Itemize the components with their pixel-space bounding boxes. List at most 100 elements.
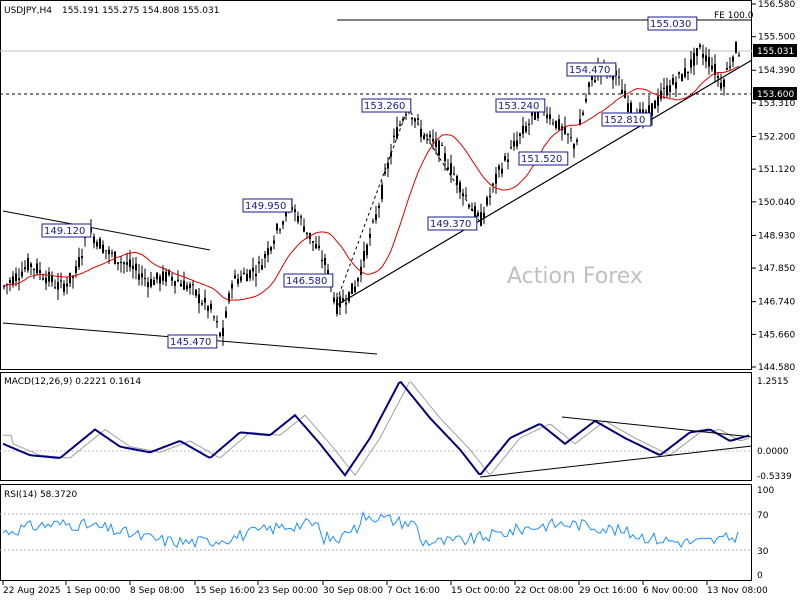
time-tick-label: 22 Aug 2025 [3, 586, 61, 596]
candle-body [198, 294, 200, 304]
candle-body [393, 135, 395, 137]
candle-body [573, 144, 575, 149]
candle-body [144, 277, 146, 279]
candle-body [405, 114, 407, 116]
time-tick-label: 30 Sep 08:00 [323, 586, 383, 596]
candle-body [282, 221, 284, 225]
candle-body [534, 107, 536, 120]
rsi-tick-100: 100 [757, 486, 774, 496]
candle-body [30, 263, 32, 267]
candle-body [348, 291, 350, 302]
candle-body [294, 209, 296, 213]
candle-body [15, 273, 17, 282]
candle-body [177, 279, 179, 282]
price-tick-label: 153.310 [758, 99, 795, 109]
candle-body [183, 280, 185, 290]
macd-upper-trendline [561, 416, 753, 438]
candle-body [546, 114, 548, 119]
candle-body [690, 59, 692, 68]
candle-body [492, 183, 494, 186]
price-annotation-box [427, 216, 478, 231]
candle-body [321, 259, 323, 262]
candle-body [696, 48, 698, 56]
candle-body [147, 282, 149, 287]
candle-body [438, 140, 440, 156]
candle-body [735, 42, 737, 53]
candle-body [570, 137, 572, 139]
price-annotation-box [495, 98, 546, 113]
candle-body [39, 270, 41, 274]
candle-body [267, 248, 269, 256]
price-annotation-box [41, 223, 92, 238]
price-annotation-label: 155.030 [650, 19, 691, 30]
fe-label: FE 100.0 [714, 11, 754, 21]
candle-body [168, 269, 170, 275]
candle-body [522, 125, 524, 134]
candle-body [57, 282, 59, 290]
candle-body [75, 266, 77, 273]
time-axis: 22 Aug 2025 1 Sep 00:00 8 Sep 08:00 15 Sep … [2, 581, 768, 596]
candle-body [363, 251, 365, 261]
candle-body [729, 66, 731, 68]
symbol-title: USDJPY,H4 [4, 6, 52, 16]
candle-body [516, 140, 518, 147]
candle-body [525, 126, 527, 132]
candle-body [225, 311, 227, 318]
price-annotation-box [242, 198, 293, 213]
candle-body [567, 133, 569, 135]
candle-body [711, 65, 713, 70]
candle-body [195, 289, 197, 296]
candle-body [486, 197, 488, 205]
candle-body [111, 252, 113, 254]
candle-body [249, 270, 251, 279]
candle-body [510, 147, 512, 149]
candle-body [462, 193, 464, 197]
candle-body [156, 272, 158, 280]
price-annotation-box [361, 98, 412, 113]
candle-body [285, 208, 287, 217]
candle-body [204, 297, 206, 303]
candle-body [651, 103, 653, 116]
price-annotation-box [566, 62, 617, 77]
candle-body [519, 133, 521, 136]
price-tick-label: 152.200 [758, 132, 795, 142]
candle-body [612, 74, 614, 80]
candle-body [453, 173, 455, 175]
macd-signal-line [3, 381, 750, 477]
candle-body [483, 212, 485, 218]
price-annotation-label: 149.120 [44, 226, 85, 237]
candle-body [21, 271, 23, 277]
moving-average-line [3, 66, 740, 301]
support-tag: 153.600 [757, 90, 794, 100]
candle-body [9, 280, 11, 283]
candle-body [564, 126, 566, 134]
candle-body [66, 283, 68, 287]
candle-body [627, 103, 629, 112]
rsi-tick-0: 0 [757, 571, 763, 581]
candle-body [417, 118, 419, 121]
candle-body [243, 272, 245, 274]
macd-tick-top: 1.2515 [757, 377, 789, 387]
price-annotation-box [518, 151, 569, 166]
candle-body [336, 299, 338, 315]
candle-body [591, 76, 593, 81]
candle-body [618, 76, 620, 78]
candle-body [222, 327, 224, 337]
candle-body [72, 275, 74, 279]
candle-body [528, 123, 530, 125]
candle-body [471, 208, 473, 211]
time-tick-label: 23 Sep 00:00 [258, 586, 318, 596]
candle-body [99, 238, 101, 249]
price-annotation-label: 153.240 [498, 101, 539, 112]
channel-upper-line [2, 210, 211, 251]
candle-body [333, 297, 335, 302]
candle-body [474, 206, 476, 217]
price-annotation-label: 151.520 [521, 154, 562, 165]
candle-body [717, 76, 719, 79]
candle-body [423, 135, 425, 139]
candle-body [681, 74, 683, 81]
candle-body [303, 226, 305, 232]
candle-body [117, 262, 119, 265]
candle-body [387, 163, 389, 169]
